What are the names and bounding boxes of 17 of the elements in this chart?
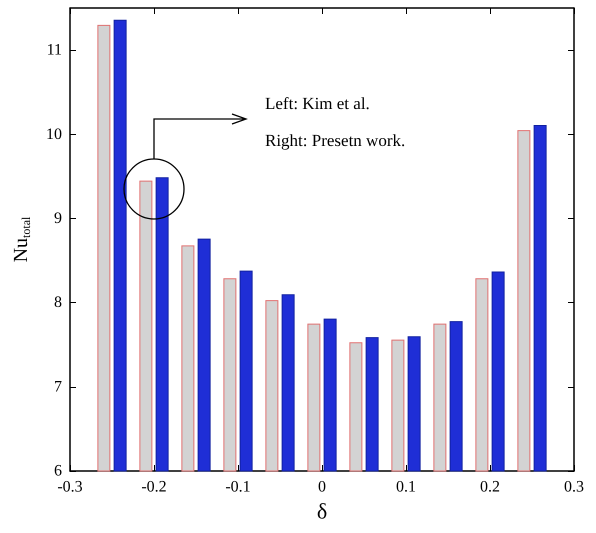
- y-tick-label: 9: [54, 210, 62, 227]
- y-tick-label: 10: [46, 126, 62, 143]
- x-tick-label: 0.3: [564, 478, 584, 496]
- x-tick-label: 0.1: [396, 478, 416, 496]
- annotation: Right: Presetn work.: [265, 131, 406, 150]
- y-tick-label: 7: [54, 378, 62, 396]
- x-axis-title: δ: [316, 498, 328, 524]
- x-tick-label: -0.2: [141, 478, 167, 496]
- x-tick-label: -0.3: [57, 478, 83, 496]
- x-tick-label: 0.2: [480, 478, 500, 496]
- y-axis-title: Nutotal: [10, 216, 33, 262]
- y-tick-label: 6: [54, 462, 62, 480]
- y-tick-label: 11: [46, 42, 62, 59]
- y-tick-label: 8: [54, 294, 62, 312]
- x-tick-label: 0: [318, 478, 326, 496]
- x-tick-label: -0.1: [225, 478, 251, 496]
- annotation: Left: Kim et al.: [265, 94, 370, 113]
